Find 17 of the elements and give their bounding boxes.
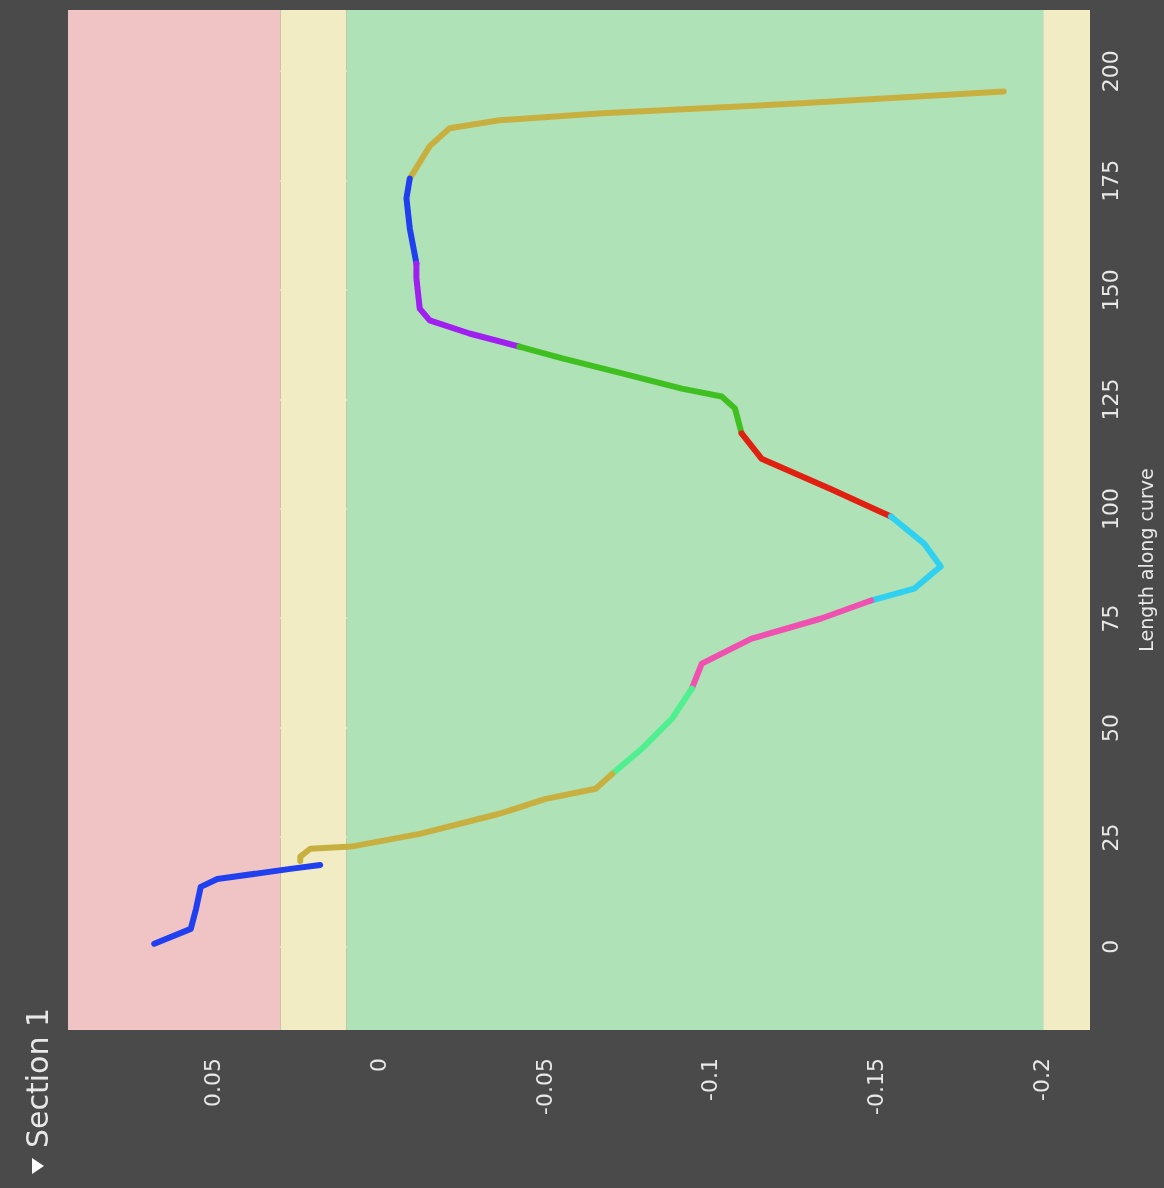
x-tick-label: 0 bbox=[365, 1058, 391, 1072]
x-tick-label: -0.2 bbox=[1029, 1058, 1055, 1101]
y-tick-label: 0 bbox=[1097, 939, 1123, 954]
y-tick-label: 150 bbox=[1097, 269, 1123, 312]
y-tick-label: 125 bbox=[1097, 378, 1123, 421]
y-tick-label: 175 bbox=[1097, 159, 1123, 202]
y-tick-label: 75 bbox=[1097, 604, 1123, 633]
x-tick-label: -0.15 bbox=[863, 1058, 889, 1115]
text: Section 1 bbox=[19, 1007, 55, 1148]
x-tick-label: -0.1 bbox=[697, 1058, 723, 1101]
y-tick-label: 25 bbox=[1097, 823, 1123, 852]
y-axis-title: Length along curve bbox=[1134, 468, 1157, 652]
y-tick-label: 100 bbox=[1097, 488, 1123, 531]
x-tick-label: -0.05 bbox=[531, 1058, 557, 1115]
y-tick-label: 200 bbox=[1097, 50, 1123, 93]
x-tick-label: 0.05 bbox=[199, 1058, 225, 1107]
y-tick-label: 50 bbox=[1097, 713, 1123, 742]
